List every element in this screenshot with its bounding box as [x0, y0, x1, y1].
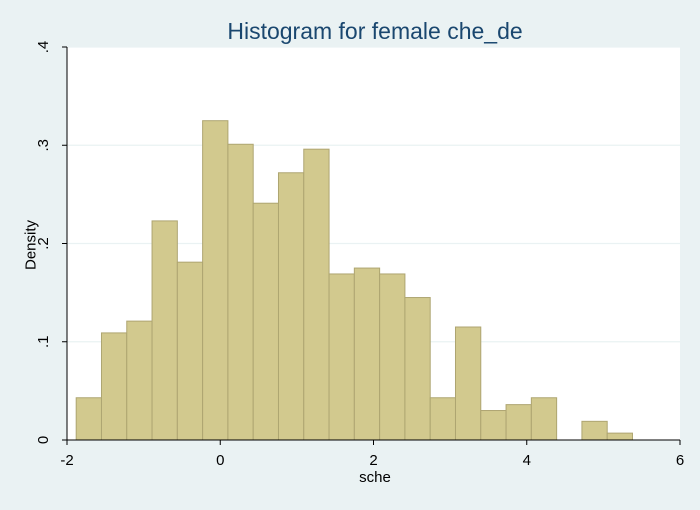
histogram-bar-15 — [454, 326, 482, 441]
histogram-bar-14 — [429, 397, 456, 441]
histogram-bar-1 — [100, 332, 128, 441]
histogram-bar-0 — [75, 397, 102, 441]
histogram-bar-7 — [252, 202, 279, 441]
histogram-bar-3 — [151, 220, 178, 441]
x-tick-label-4: 6 — [676, 452, 684, 469]
histogram-bar-21 — [606, 432, 633, 441]
y-tick-label-4: .4 — [35, 41, 52, 54]
histogram-bar-13 — [404, 297, 431, 441]
histogram-bar-8 — [277, 172, 305, 441]
histogram-bar-18 — [530, 397, 558, 441]
histogram-bar-11 — [353, 267, 381, 441]
x-tick-label-0: -2 — [60, 452, 73, 469]
histogram-bar-20 — [581, 420, 608, 441]
histogram-bar-6 — [227, 143, 254, 441]
histogram-bar-17 — [505, 404, 532, 441]
y-tick-label-2: .2 — [35, 237, 52, 250]
histogram-bar-16 — [480, 410, 507, 441]
histogram-bar-5 — [202, 120, 229, 441]
chart-title: Histogram for female che_de — [227, 18, 523, 44]
histogram-bar-9 — [303, 148, 330, 441]
x-axis-label: sche — [359, 469, 391, 486]
y-tick-label-3: .3 — [35, 139, 52, 152]
histogram-bar-12 — [379, 273, 406, 441]
histogram-bar-2 — [126, 320, 153, 441]
histogram-bar-10 — [328, 273, 355, 441]
x-tick-label-2: 2 — [369, 452, 377, 469]
y-tick-label-1: .1 — [35, 335, 52, 348]
x-tick-label-3: 4 — [523, 452, 531, 469]
x-tick-label-1: 0 — [216, 452, 224, 469]
histogram-bar-4 — [176, 261, 204, 441]
y-tick-label-0: 0 — [35, 436, 52, 444]
